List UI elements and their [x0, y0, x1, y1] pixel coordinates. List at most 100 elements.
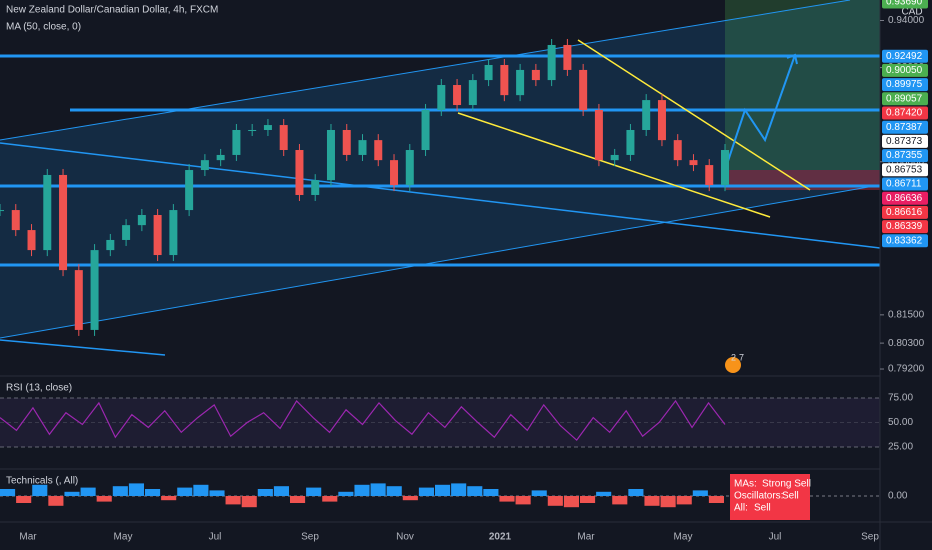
price-tag [882, 220, 928, 234]
price-tag [882, 106, 928, 120]
price-tag-label: 0.90050 [886, 65, 923, 76]
candle [453, 85, 462, 106]
technicals-bar [402, 496, 418, 501]
candle [137, 215, 146, 226]
technicals-bar [32, 484, 48, 496]
candle [43, 174, 52, 251]
technicals-bar [80, 487, 96, 496]
time-label: May [114, 532, 133, 543]
channel-lower [0, 184, 881, 339]
candle [563, 44, 572, 70]
price-tag [882, 177, 928, 191]
technicals-bar [596, 491, 612, 496]
technicals-bar [708, 496, 724, 503]
time-label: Sep [301, 532, 319, 543]
summary-key: MAs: [734, 479, 757, 490]
technicals-label: 0.00 [888, 491, 908, 502]
price-tag-label: 0.86711 [886, 179, 922, 190]
candle [295, 150, 304, 195]
technicals-bar [96, 496, 112, 502]
candle [358, 140, 367, 155]
technicals-bar [386, 486, 402, 496]
candle [705, 165, 714, 186]
price-tag-label: 0.87420 [886, 108, 923, 119]
price-tag [882, 63, 928, 77]
technicals-bar [257, 489, 273, 496]
price-tag-label: 0.86753 [886, 164, 923, 175]
rsi-title: RSI (13, close) [6, 383, 72, 394]
technicals-bar [225, 496, 241, 505]
wedge-line [577, 39, 811, 191]
price-tag [882, 78, 928, 92]
technicals-bar [676, 496, 692, 505]
price-tag [882, 92, 928, 106]
price-tag [882, 149, 928, 163]
price-tag-label: 0.83362 [886, 235, 923, 246]
candle [279, 125, 288, 151]
candle [122, 225, 131, 240]
candle [547, 44, 556, 81]
target-zone [725, 0, 880, 170]
rsi-label: 25.00 [888, 442, 913, 453]
rsi-line [0, 399, 726, 442]
candle [626, 129, 635, 155]
technicals-bar [306, 487, 322, 496]
candle [689, 160, 698, 166]
summary-value: Sell [754, 503, 771, 514]
technicals-bar [418, 487, 434, 496]
candle [153, 215, 162, 256]
candle [594, 109, 603, 161]
technicals-bar [563, 496, 579, 508]
candle [390, 160, 399, 186]
technicals-bar [660, 496, 676, 508]
channel-upper [0, 0, 851, 141]
price-tag-label: 0.87355 [886, 150, 923, 161]
candle [263, 125, 272, 130]
trend-line [0, 142, 881, 249]
price-tag-label: 0.86636 [886, 193, 923, 204]
technicals-bar [354, 484, 370, 496]
technicals-bar [128, 483, 144, 496]
candle [657, 100, 666, 141]
rsi-label: 75.00 [888, 393, 913, 404]
price-tag-label: 0.89057 [886, 93, 923, 104]
time-label: Nov [396, 532, 414, 543]
candle [673, 140, 682, 161]
candle [74, 270, 83, 330]
price-label: 0.94000 [888, 15, 925, 26]
technicals-bar [16, 496, 32, 503]
event-count: 7 [739, 352, 744, 362]
summary-value: Strong Sell [762, 479, 811, 490]
technicals-bar [161, 496, 177, 501]
symbol-title: New Zealand Dollar/Canadian Dollar, 4h, … [6, 5, 218, 16]
price-tag-label: 0.92492 [886, 51, 923, 62]
technicals-bar [612, 496, 628, 505]
technicals-bar [338, 491, 354, 496]
candle [342, 129, 351, 155]
summary-key: Oscillators: [734, 491, 783, 502]
summary-box [730, 474, 810, 520]
price-tag [882, 205, 928, 219]
candle [579, 69, 588, 110]
price-tag [882, 134, 928, 148]
candle [27, 230, 36, 251]
technicals-bar [483, 489, 499, 496]
summary-value: Sell [782, 491, 799, 502]
candle [216, 154, 225, 161]
technicals-bar [499, 496, 515, 502]
price-tag-label: 0.86339 [886, 221, 923, 232]
candle [11, 210, 20, 231]
technicals-bar [435, 484, 451, 496]
price-tag [882, 163, 928, 177]
price-tag [882, 49, 928, 63]
technicals-bar [531, 490, 547, 496]
price-tag [882, 234, 928, 248]
technicals-bar [209, 490, 225, 496]
summary-key: All: [734, 503, 748, 514]
price-label: 0.79200 [888, 364, 925, 375]
time-label: May [674, 532, 693, 543]
candle [642, 100, 651, 130]
time-label: Mar [19, 532, 37, 543]
time-label: Jul [769, 532, 782, 543]
